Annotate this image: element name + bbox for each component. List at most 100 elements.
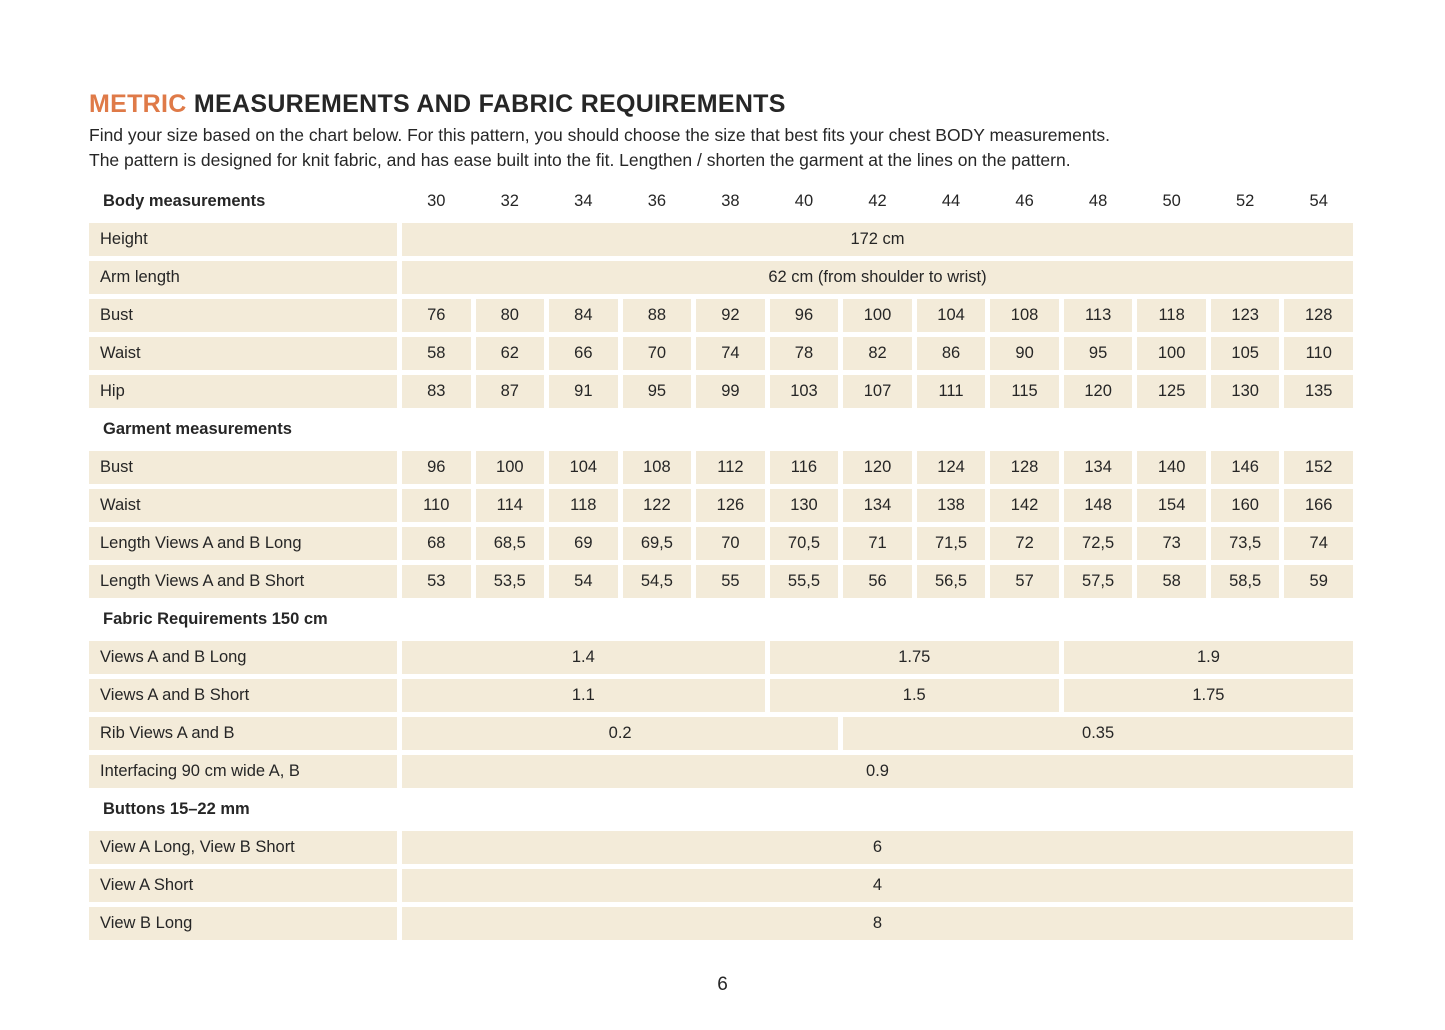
value-cell: 120: [843, 451, 912, 484]
value-cell: 72: [990, 527, 1059, 560]
value-cell: 8: [402, 907, 1353, 940]
value-cell: 66: [549, 337, 618, 370]
value-cell: 122: [622, 489, 692, 522]
value-cell: 69,5: [622, 527, 692, 560]
value-cell: 95: [622, 375, 692, 408]
row-label: Bust: [89, 451, 397, 484]
intro-paragraph: Find your size based on the chart below.…: [89, 123, 1110, 173]
value-cell: 125: [1137, 375, 1206, 408]
value-cell: 96: [769, 299, 839, 332]
value-cell: 142: [990, 489, 1059, 522]
value-cell: 55,5: [769, 565, 839, 598]
value-cell: 96: [402, 451, 471, 484]
value-cell: 152: [1284, 451, 1353, 484]
page-title: METRIC MEASUREMENTS AND FABRIC REQUIREME…: [89, 90, 786, 119]
value-cell: 53: [402, 565, 471, 598]
section-header: Buttons 15–22 mm: [103, 800, 250, 818]
value-cell: 130: [769, 489, 839, 522]
value-cell: 56: [843, 565, 912, 598]
value-cell: 1.4: [402, 641, 765, 674]
value-cell: 120: [1063, 375, 1133, 408]
value-cell: 0.9: [402, 755, 1353, 788]
value-cell: 71: [843, 527, 912, 560]
value-cell: 118: [549, 489, 618, 522]
value-cell: 88: [622, 299, 692, 332]
size-column-header: 42: [868, 192, 887, 210]
value-cell: 54: [549, 565, 618, 598]
value-cell: 73: [1137, 527, 1206, 560]
value-cell: 123: [1210, 299, 1280, 332]
value-cell: 70,5: [769, 527, 839, 560]
row-label: Hip: [89, 375, 397, 408]
value-cell: 110: [1284, 337, 1353, 370]
size-column-header: 48: [1088, 192, 1108, 210]
value-cell: 124: [916, 451, 986, 484]
value-cell: 128: [990, 451, 1059, 484]
size-header-label: Body measurements: [103, 192, 266, 210]
value-cell: 148: [1063, 489, 1133, 522]
value-cell: 135: [1284, 375, 1353, 408]
row-label: Rib Views A and B: [89, 717, 397, 750]
value-cell: 110: [402, 489, 471, 522]
intro-line-1: Find your size based on the chart below.…: [89, 125, 1111, 145]
row-label: Height: [89, 223, 397, 256]
size-column-header: 34: [574, 192, 593, 210]
value-cell: 0.35: [843, 717, 1353, 750]
value-cell: 108: [990, 299, 1059, 332]
value-cell: 130: [1210, 375, 1280, 408]
value-cell: 90: [990, 337, 1059, 370]
value-cell: 86: [916, 337, 986, 370]
value-cell: 58: [1137, 565, 1206, 598]
value-cell: 70: [696, 527, 765, 560]
value-cell: 166: [1284, 489, 1353, 522]
value-cell: 6: [402, 831, 1353, 864]
value-cell: 100: [843, 299, 912, 332]
row-label: Views A and B Short: [89, 679, 397, 712]
value-cell: 4: [402, 869, 1353, 902]
value-cell: 138: [916, 489, 986, 522]
row-label: View A Short: [89, 869, 397, 902]
value-cell: 70: [622, 337, 692, 370]
value-cell: 113: [1063, 299, 1133, 332]
value-cell: 57: [990, 565, 1059, 598]
value-cell: 74: [696, 337, 765, 370]
value-cell: 107: [843, 375, 912, 408]
value-cell: 1.1: [402, 679, 765, 712]
measurements-table: Body measurements 30 32 34 36 38 40 42 44 46 48 50 5…: [89, 185, 1353, 940]
value-cell: 160: [1210, 489, 1280, 522]
size-column-header: 50: [1162, 192, 1181, 210]
value-cell: 68: [402, 527, 471, 560]
value-cell: 115: [990, 375, 1059, 408]
value-cell: 1.9: [1063, 641, 1353, 674]
value-cell: 99: [696, 375, 765, 408]
value-cell: 105: [1210, 337, 1280, 370]
row-label: Length Views A and B Long: [89, 527, 397, 560]
value-cell: 95: [1063, 337, 1133, 370]
value-cell: 134: [843, 489, 912, 522]
value-cell: 78: [769, 337, 839, 370]
value-cell: 58,5: [1210, 565, 1280, 598]
value-cell: 0.2: [402, 717, 839, 750]
value-cell: 104: [916, 299, 986, 332]
value-cell: 82: [843, 337, 912, 370]
value-cell: 80: [475, 299, 545, 332]
size-column-header: 32: [500, 192, 519, 210]
value-cell: 55: [696, 565, 765, 598]
value-cell: 58: [402, 337, 471, 370]
value-cell: 146: [1210, 451, 1280, 484]
row-label: View A Long, View B Short: [89, 831, 397, 864]
value-cell: 128: [1284, 299, 1353, 332]
page-number: 6: [717, 974, 728, 995]
section-header: Fabric Requirements 150 cm: [103, 610, 328, 628]
value-cell: 54,5: [622, 565, 692, 598]
value-cell: 57,5: [1063, 565, 1133, 598]
value-cell: 126: [696, 489, 765, 522]
value-cell: 62 cm (from shoulder to wrist): [402, 261, 1353, 294]
value-cell: 53,5: [475, 565, 545, 598]
value-cell: 111: [916, 375, 986, 408]
value-cell: 1.75: [1063, 679, 1353, 712]
value-cell: 100: [475, 451, 545, 484]
value-cell: 68,5: [475, 527, 545, 560]
page-title-rest: MEASUREMENTS AND FABRIC REQUIREMENTS: [193, 90, 786, 118]
value-cell: 91: [549, 375, 618, 408]
